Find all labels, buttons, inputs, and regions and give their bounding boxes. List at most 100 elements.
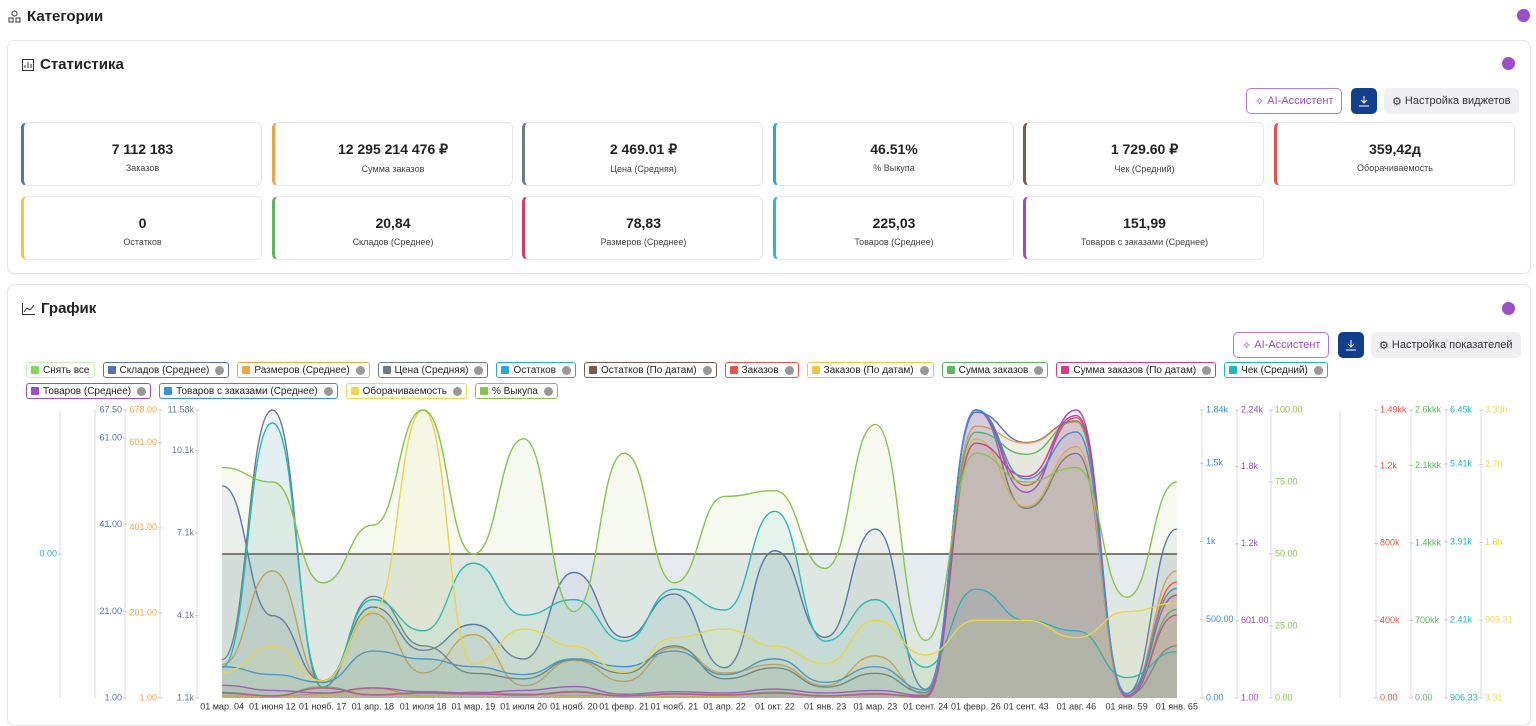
legend-item[interactable]: Товаров с заказами (Среднее) xyxy=(159,383,338,399)
legend-remove[interactable] xyxy=(561,365,571,375)
y-tick-label: 67.50 xyxy=(99,404,122,414)
stat-value: 46.51% xyxy=(870,141,918,157)
legend-label: Остатков xyxy=(513,364,556,376)
series-area xyxy=(222,421,1177,698)
legend-remove[interactable] xyxy=(1202,365,1212,375)
legend-label: Сумма заказов (По датам) xyxy=(1073,364,1197,376)
legend-item[interactable]: Оборачиваемость xyxy=(345,383,467,399)
legend-remove[interactable] xyxy=(452,386,462,396)
legend-label: Цена (Средняя) xyxy=(394,364,469,376)
legend: Снять все Складов (Среднее) Размеров (Сред… xyxy=(26,362,1426,399)
y-tick-label: 41.00 xyxy=(99,519,122,529)
legend-swatch xyxy=(31,366,39,374)
legend-label: Размеров (Среднее) xyxy=(254,364,350,376)
legend-remove[interactable] xyxy=(323,386,333,396)
legend-item[interactable]: % Выкупа xyxy=(474,383,558,399)
stats-title: Статистика xyxy=(40,56,124,73)
y-tick-label: 5.41k xyxy=(1450,458,1473,468)
stat-label: Складов (Среднее) xyxy=(352,237,434,247)
legend-swatch xyxy=(382,366,391,374)
collapse-button[interactable] xyxy=(1502,57,1515,70)
legend-item[interactable]: Сумма заказов xyxy=(941,362,1049,378)
legend-remove[interactable] xyxy=(1313,365,1323,375)
legend-item[interactable]: Заказов (По датам) xyxy=(806,362,934,378)
y-tick-label: 25.00 xyxy=(1275,620,1298,630)
legend-item[interactable]: Заказов xyxy=(724,362,799,378)
legend-swatch xyxy=(729,366,738,374)
icon xyxy=(22,58,34,71)
y-tick-label: 1.2k xyxy=(1380,460,1398,470)
x-tick-label: 01 февр. 26 xyxy=(951,701,1001,711)
legend-item[interactable]: Размеров (Среднее) xyxy=(237,362,370,378)
header: Категории xyxy=(8,8,103,25)
legend-remove[interactable] xyxy=(1034,365,1044,375)
ai-button[interactable]: ✧ AI-Ассистент xyxy=(1233,332,1330,358)
stat-card: 78,83 Размеров (Среднее) xyxy=(522,196,763,260)
x-tick-label: 01 июня 12 xyxy=(249,701,296,711)
series-area xyxy=(222,438,1177,698)
stats-panel: Статистика ✧ AI-Ассистент ⚙ Настройка ви… xyxy=(7,40,1531,274)
y-tick-label: 1.1k xyxy=(177,692,195,702)
series-area xyxy=(222,422,1177,698)
series-area xyxy=(222,410,1177,698)
settings-button[interactable]: ⚙ Настройка показателей xyxy=(1371,332,1521,358)
legend-label: Оборачиваемость xyxy=(362,385,447,397)
y-tick-label: 1.00 xyxy=(139,692,157,702)
series-line xyxy=(222,409,1177,682)
legend-item[interactable]: Сумма заказов (По датам) xyxy=(1056,362,1217,378)
legend-swatch xyxy=(1061,366,1070,374)
x-tick-label: 01 февр. 21 xyxy=(599,701,649,711)
legend-item[interactable]: Товаров (Среднее) xyxy=(26,383,152,399)
x-tick-label: 01 янв. 23 xyxy=(804,701,846,711)
stat-card: 7 112 183 Заказов xyxy=(21,122,262,186)
y-tick-label: 61.00 xyxy=(99,433,122,443)
legend-remove[interactable] xyxy=(215,365,225,375)
icon xyxy=(22,302,35,315)
legend-item[interactable]: Складов (Среднее) xyxy=(102,362,230,378)
ai-label: AI-Ассистент xyxy=(1267,95,1334,107)
x-tick-label: 01 мар. 19 xyxy=(452,701,496,711)
stat-value: 0 xyxy=(138,215,147,231)
download-button[interactable] xyxy=(1338,332,1364,358)
legend-item[interactable]: Остатков (По датам) xyxy=(583,362,717,378)
collapse-button[interactable] xyxy=(1517,9,1530,22)
stat-label: Товаров (Среднее) xyxy=(854,237,934,247)
y-tick-label: 1k xyxy=(1206,536,1216,546)
legend-remove[interactable] xyxy=(702,365,712,375)
stat-value: 20,84 xyxy=(375,215,411,231)
legend-item[interactable]: Чек (Средний) xyxy=(1224,362,1328,378)
y-tick-label: 0.00 xyxy=(1275,692,1293,702)
y-tick-label: 201.00 xyxy=(129,607,157,617)
stat-label: Оборачиваемость xyxy=(1357,163,1433,173)
legend-remove[interactable] xyxy=(543,386,553,396)
legend-swatch xyxy=(350,387,359,395)
chart-panel: График ✧ AI-Ассистент ⚙ Настройка показа… xyxy=(7,284,1531,726)
legend-item[interactable]: Цена (Средняя) xyxy=(377,362,489,378)
series-area xyxy=(222,415,1177,698)
legend-swatch xyxy=(479,387,488,395)
x-tick-label: 01 окт. 22 xyxy=(755,701,795,711)
y-tick-label: 2.6kkk xyxy=(1415,404,1442,414)
legend-swatch xyxy=(811,366,820,374)
legend-remove[interactable] xyxy=(355,365,365,375)
ai-button[interactable]: ✧ AI-Ассистент xyxy=(1246,88,1343,114)
series-area xyxy=(222,410,1177,698)
series-area xyxy=(222,410,1177,698)
chart-title: График xyxy=(41,300,97,317)
collapse-button[interactable] xyxy=(1502,302,1515,315)
download-button[interactable] xyxy=(1351,88,1377,114)
legend-remove[interactable] xyxy=(137,386,147,396)
clear-all[interactable]: Снять все xyxy=(26,362,95,378)
y-tick-label: 1.4kkk xyxy=(1415,537,1442,547)
stat-value: 2 469.01 ₽ xyxy=(609,141,678,157)
y-tick-label: 400k xyxy=(1380,615,1400,625)
legend-remove[interactable] xyxy=(474,365,484,375)
settings-button[interactable]: ⚙ Настройка виджетов xyxy=(1384,88,1519,114)
y-tick-label: 100.00 xyxy=(1275,404,1303,414)
legend-swatch xyxy=(164,387,173,395)
y-tick-label: 1.00 xyxy=(1241,692,1259,702)
legend-item[interactable]: Остатков xyxy=(496,362,576,378)
legend-remove[interactable] xyxy=(784,365,794,375)
legend-remove[interactable] xyxy=(919,365,929,375)
legend-label: Заказов (По датам) xyxy=(823,364,914,376)
